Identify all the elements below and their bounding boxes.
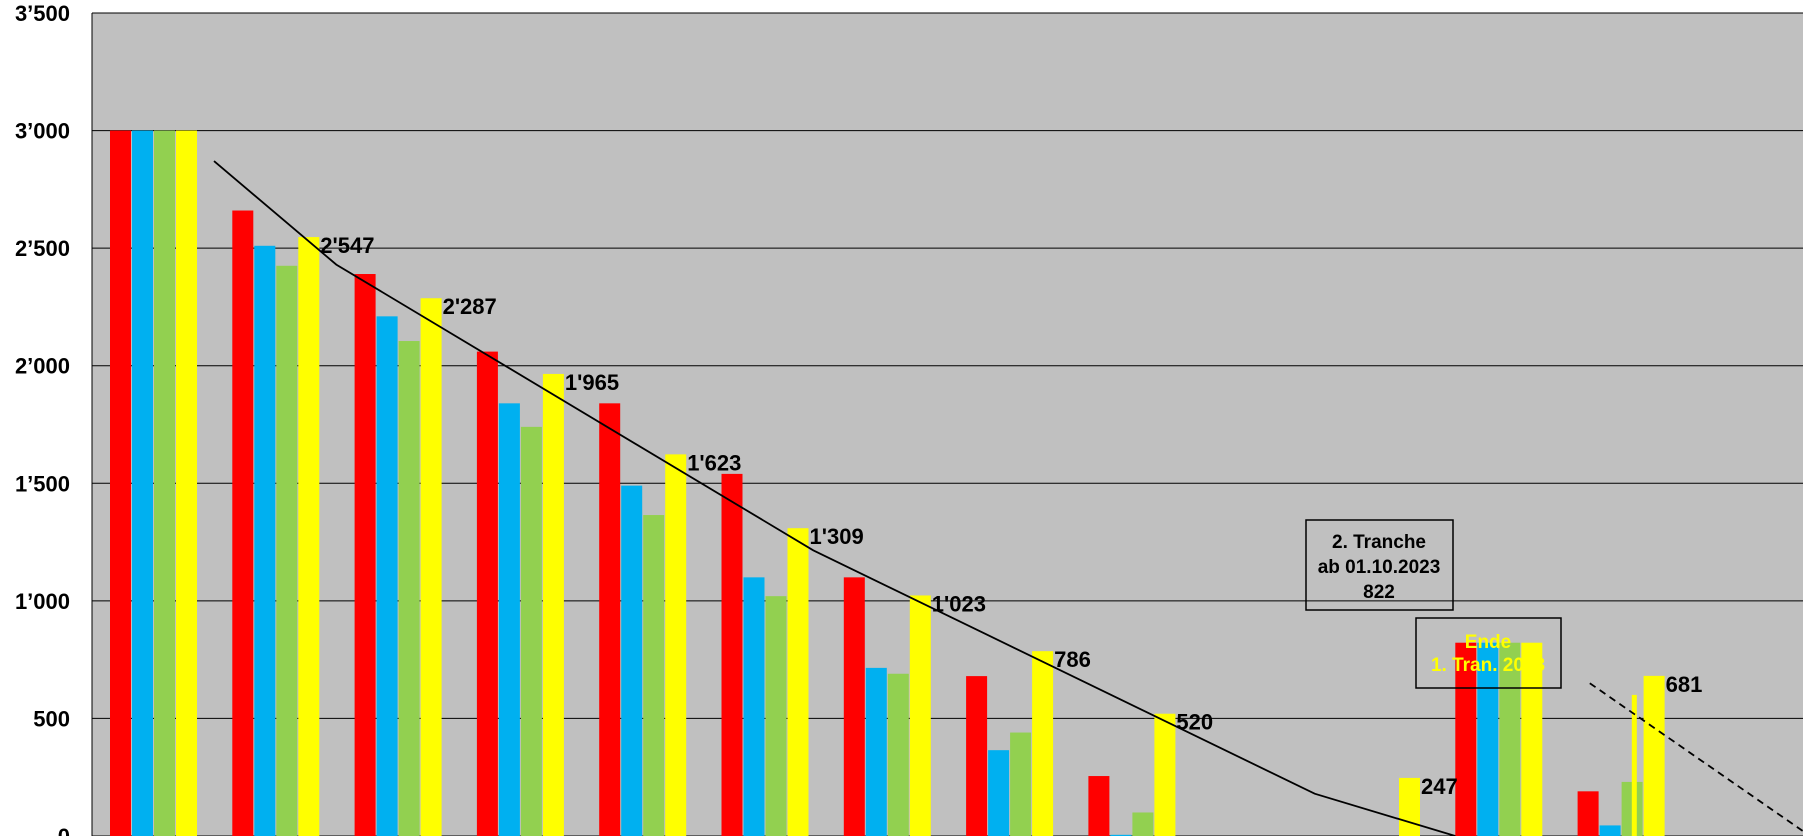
bar [176,130,197,836]
bar [542,373,564,836]
bar [1577,791,1599,836]
data-labels: 2'547 2'287 1'965 1'623 1'309 1'023 786 520 247 6… [320,233,1702,799]
data-label: 1'623 [687,450,741,475]
y-tick-label: 2’500 [15,236,70,261]
annotation-2-tranche-line-1: 2. Tranche [1332,532,1426,553]
annotation-ende-line-2: 1. Tran. 2023 [1431,655,1545,676]
bar [232,210,254,836]
y-tick-label: 1’500 [15,471,70,496]
data-label: 681 [1666,672,1703,697]
data-label: 2'287 [443,294,497,319]
marker-bar [1631,694,1637,836]
trend-line [213,160,1456,836]
bar [887,673,909,836]
bar [154,130,175,836]
annotation-2-tranche-line-2: ab 01.10.2023 [1318,557,1441,578]
bar [787,528,809,836]
bar [721,473,743,836]
bar [843,577,865,836]
annotation-ende: Ende 1. Tran. 2023 [1415,617,1562,689]
y-tick-label: 3’500 [15,1,70,26]
bar [354,274,376,836]
bar [765,596,787,836]
bar [1010,732,1032,836]
bar [276,265,298,836]
y-tick-label: 0 [58,824,70,836]
y-axis-ticks: 0 500 1’000 1’500 2’000 2’500 3’000 3’500 [15,1,70,836]
bar [298,237,320,836]
plot-background [92,13,1803,836]
bar [1599,825,1621,836]
data-label: 786 [1054,647,1091,672]
plot-area [91,13,1803,836]
bar [1455,642,1477,836]
bar [966,676,988,836]
bar [110,130,131,836]
y-tick-label: 3’000 [15,119,70,144]
bar [988,750,1010,836]
bar [132,130,153,836]
bar [1399,777,1420,836]
bar [865,667,887,836]
bar [254,245,276,836]
bar [398,341,420,836]
data-label: 1'023 [932,591,986,616]
data-label: 2'547 [320,233,374,258]
bar [665,454,687,836]
bar [1032,651,1054,836]
bar [1521,642,1543,836]
bar [599,403,621,836]
bar [376,316,398,836]
data-label: 520 [1176,710,1213,735]
annotation-2-tranche-line-3: 822 [1363,582,1395,603]
y-tick-label: 2’000 [15,354,70,379]
bar [1477,642,1499,836]
annotation-2-tranche: 2. Tranche ab 01.10.2023 822 [1305,519,1454,611]
bar [420,298,442,836]
bar [643,515,665,836]
data-label: 1'309 [810,524,864,549]
data-label: 247 [1421,774,1458,799]
bar [909,595,931,836]
bar [743,577,765,836]
bar [621,485,643,836]
data-label: 1'965 [565,370,619,395]
trend-lines [213,160,1803,836]
annotation-ende-box [1415,617,1562,689]
bar [498,403,520,836]
bar [476,351,498,836]
annotation-ende-line-1: Ende [1465,632,1511,653]
bar [1154,713,1176,836]
bar [1088,776,1110,836]
bars [110,130,1665,836]
bar [1499,642,1521,836]
bar [520,426,542,836]
bar [1132,812,1154,836]
bar [1110,834,1132,836]
annotation-2-tranche-box [1305,519,1454,611]
y-tick-label: 500 [33,706,70,731]
forecast-line [1589,682,1803,833]
bar [1643,675,1665,836]
y-tick-label: 1’000 [15,589,70,614]
